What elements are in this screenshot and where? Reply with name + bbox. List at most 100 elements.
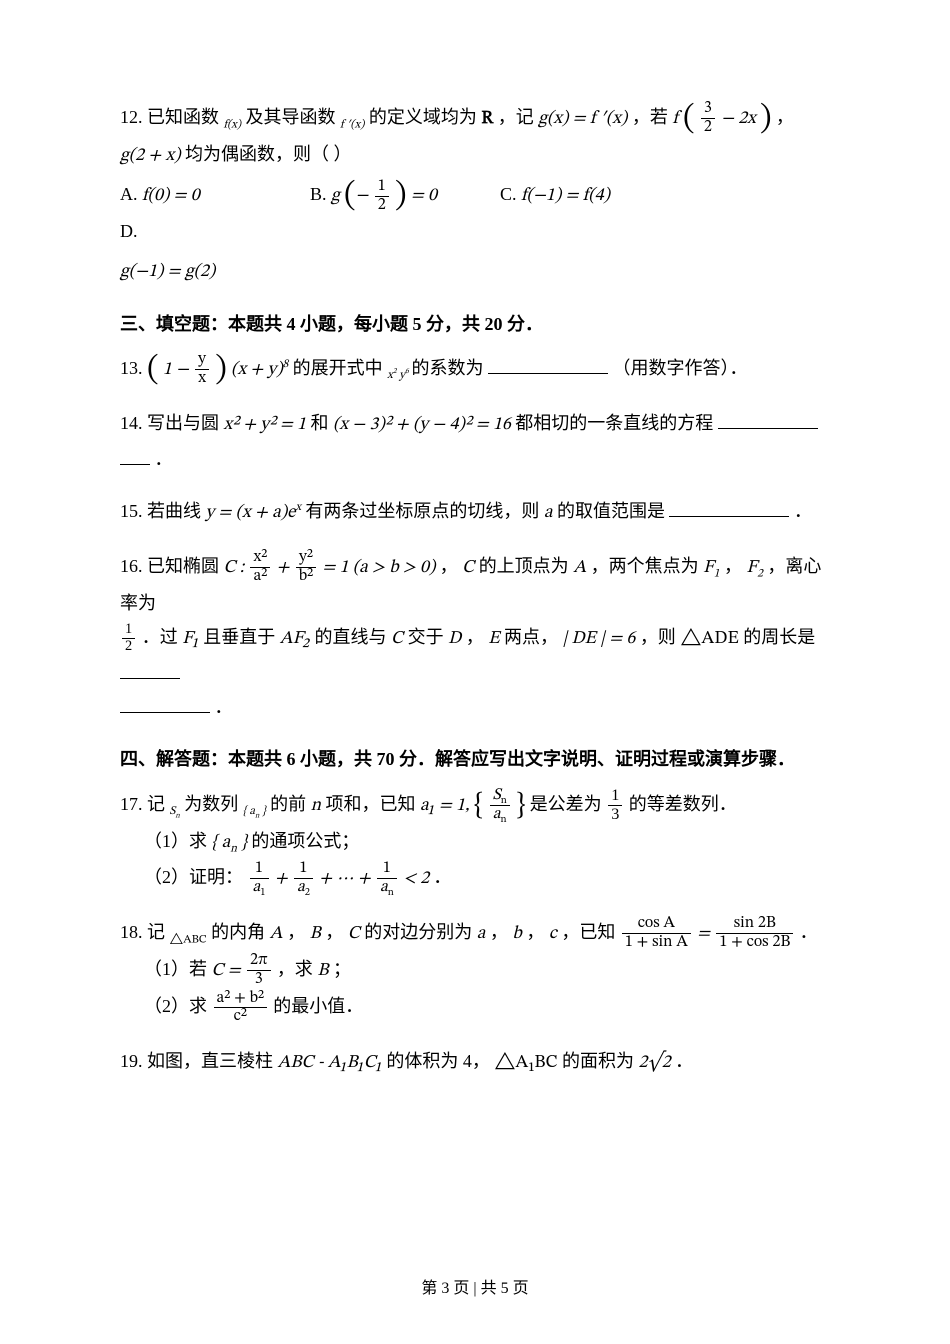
q12-fx: f(x): [224, 110, 242, 128]
q17-Sn: Sn: [170, 797, 180, 815]
q12-R: R: [481, 110, 493, 128]
q12-mid1: 及其导函数: [246, 107, 336, 127]
q13-mid: 的展开式中: [293, 358, 383, 378]
q16-mid12: ，则: [640, 627, 676, 647]
q19-tri: △A₁BC: [494, 1054, 557, 1072]
q13-number: 13.: [120, 358, 143, 378]
q16-mid4: ，: [724, 556, 742, 576]
q18-tri: △ABC: [170, 925, 207, 943]
q16-D: D: [448, 630, 461, 648]
q15-tail: ．: [794, 501, 812, 521]
q16-mid6: ．过: [142, 627, 178, 647]
q18-part2: （2）求 a² + b²c² 的最小值．: [120, 989, 830, 1026]
q17-an-seq: { an }: [243, 797, 270, 815]
question-19: 19. 如图，直三棱柱 ABC - A₁B₁C₁ 的体积为 4， △A₁BC 的…: [120, 1044, 830, 1080]
q14-lead: 写出与圆: [147, 413, 219, 433]
q14-number: 14.: [120, 413, 143, 433]
q17-part1: （1）求 { an } 的通项公式；: [120, 824, 830, 860]
q12-options: A. f(0) = 0 B. g (− 12 ) = 0 C. f(−1) = …: [120, 177, 830, 248]
q16-ellipse: C : x²a² + y²b² = 1 (a > b > 0): [224, 559, 440, 577]
q15-a: a: [544, 504, 553, 522]
question-14: 14. 写出与圆 x² + y² = 1 和 (x − 3)² + (y − 4…: [120, 406, 830, 476]
q13-tail: （用数字作答）．: [612, 358, 747, 378]
q15-mid2: 的取值范围是: [557, 501, 665, 521]
q12-optC: C. f(−1) = f(4): [500, 177, 650, 214]
q13-term: x2 y6: [387, 361, 411, 379]
q17-lead: 记: [147, 794, 165, 814]
q12-mid2: 的定义域均为: [369, 107, 477, 127]
q14-mid: 都相切的一条直线的方程: [515, 413, 713, 433]
q16-F1: F1: [703, 559, 719, 577]
question-17: 17. 记 Sn 为数列 { an } 的前 n 项和，已知 a₁ = 1, {…: [120, 787, 830, 897]
q16-tri: △ADE: [680, 630, 738, 648]
q12-prefix: 已知函数: [147, 107, 219, 127]
q19-mid1: 的体积为 4，: [386, 1051, 490, 1071]
q16-A: A: [573, 559, 586, 577]
q19-tail: ．: [675, 1051, 693, 1071]
q17-n: n: [311, 797, 321, 815]
q16-mid7: 且垂直于: [203, 627, 275, 647]
q13-mid2: 的系数为: [411, 358, 483, 378]
q18-identity: cos A1 + sin A = sin 2B1 + cos 2B: [620, 925, 800, 943]
q16-mid2: 的上顶点为: [479, 556, 569, 576]
q12-farg: f ( 32 − 2x ): [672, 110, 776, 128]
q12-number: 12.: [120, 107, 143, 127]
q14-blank: [718, 410, 818, 429]
question-12: 12. 已知函数 f(x) 及其导函数 f ′(x) 的定义域均为 R ，记 g…: [120, 100, 830, 289]
q16-F2: F2: [747, 559, 763, 577]
q13-blank: [488, 355, 608, 374]
q15-mid: 有两条过坐标原点的切线，则: [305, 501, 539, 521]
section-3-title: 三、填空题：本题共 4 小题，每小题 5 分，共 20 分．: [120, 307, 830, 341]
q17-mid5: 的等差数列．: [629, 794, 737, 814]
q17-part2: （2）证明： 1a1 + 1a2 + ⋯ + 1an < 2 ．: [120, 860, 830, 897]
q18-number: 18.: [120, 922, 143, 942]
q12-mid5: ，: [776, 107, 794, 127]
question-16: 16. 已知椭圆 C : x²a² + y²b² = 1 (a > b > 0)…: [120, 549, 830, 725]
q16-C2: C: [462, 559, 474, 577]
q19-lead: 如图，直三棱柱: [147, 1051, 273, 1071]
q19-number: 19.: [120, 1051, 143, 1071]
q12-mid4: ，若: [632, 107, 668, 127]
q16-mid3: ，两个焦点为: [591, 556, 699, 576]
q17-mid4: 是公差为: [530, 794, 602, 814]
q12-optD: D.: [120, 214, 270, 248]
q13-expr: ( 1 − yx ) (x + y)8: [147, 361, 293, 379]
q16-mid13: 的周长是: [743, 627, 815, 647]
q19-mid2: 的面积为: [562, 1051, 634, 1071]
question-13: 13. ( 1 − yx ) (x + y)8 的展开式中 x2 y6 的系数为…: [120, 351, 830, 388]
q18-part1: （1）若 C = 2π3 ，求 B ；: [120, 952, 830, 989]
q16-mid11: 两点，: [504, 627, 558, 647]
q16-C3: C: [391, 630, 403, 648]
q17-mid2: 的前: [270, 794, 306, 814]
q16-tail: ．: [215, 697, 233, 717]
q17-d: 13: [608, 787, 622, 824]
q18-lead: 记: [147, 922, 165, 942]
q17-number: 17.: [120, 794, 143, 814]
q19-prism: ABC - A₁B₁C₁: [278, 1054, 382, 1072]
q12-Dexpr: g(−1) = g(2): [120, 263, 215, 281]
q14-and: 和: [311, 413, 329, 433]
q16-AF2: AF₂: [280, 630, 310, 648]
q16-blank: [120, 660, 180, 679]
q12-mid3: ，记: [498, 107, 534, 127]
q16-number: 16.: [120, 556, 143, 576]
question-18: 18. 记 △ABC 的内角 A ， B ， C 的对边分别为 a ， b ， …: [120, 915, 830, 1026]
q17-mid1: 为数列: [184, 794, 238, 814]
q17-seq2: { Sn an }: [474, 797, 530, 815]
q16-mid8: 的直线与: [315, 627, 387, 647]
q14-c2: (x − 3)² + (y − 4)² = 16: [333, 416, 511, 434]
q14-blank2: [120, 446, 150, 465]
question-15: 15. 若曲线 y = (x + a)ex 有两条过坐标原点的切线，则 a 的取…: [120, 494, 830, 530]
q16-blank2: [120, 694, 210, 713]
q12-optA: A. f(0) = 0: [120, 177, 270, 214]
q18-mid1: 的内角: [211, 922, 265, 942]
q16-F1b: F₁: [182, 630, 199, 648]
section-4-title: 四、解答题：本题共 6 小题，共 70 分．解答应写出文字说明、证明过程或演算步…: [120, 742, 830, 776]
q16-mid10: ，: [466, 627, 484, 647]
q17-a1: a₁ = 1,: [420, 797, 469, 815]
q16-E: E: [488, 630, 499, 648]
page-footer: 第 3 页 | 共 5 页: [0, 1274, 950, 1304]
q16-DE: | DE | = 6: [563, 630, 636, 648]
q15-curve: y = (x + a)ex: [206, 504, 306, 522]
q19-sqrt: 2√2: [639, 1054, 671, 1072]
